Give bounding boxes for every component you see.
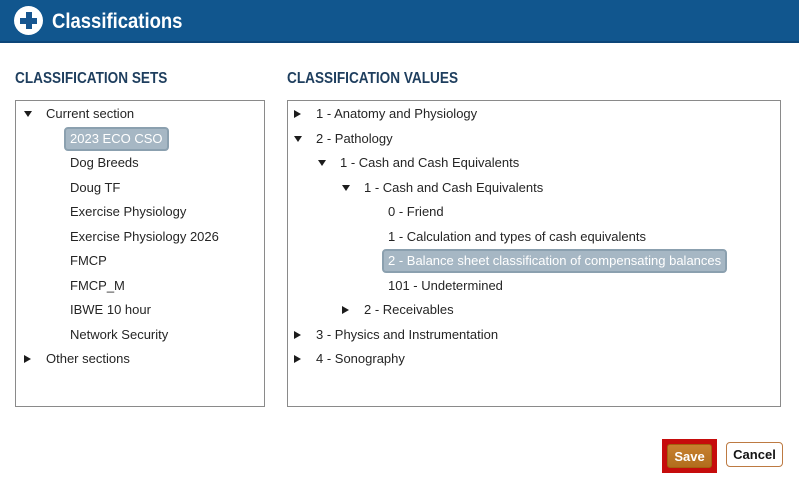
tree-item[interactable]: 101 - Undetermined [360,274,780,299]
expand-arrow-icon[interactable] [294,330,316,339]
tree-item-label[interactable]: 0 - Friend [388,204,444,220]
tree-item[interactable]: Current section [16,102,264,127]
tree-item-label[interactable]: 4 - Sonography [316,351,405,367]
classification-values-tree: 1 - Anatomy and Physiology 2 - Pathology 1… [287,100,781,407]
save-button-highlight: Save [662,439,717,473]
tree-item[interactable]: Other sections [16,347,264,372]
tree-item[interactable]: 2 - Receivables [336,298,780,323]
tree-item-label[interactable]: 2 - Pathology [316,130,393,146]
tree-item-label[interactable]: 1 - Calculation and types of cash equiva… [388,228,646,244]
tree-item-label[interactable]: 1 - Cash and Cash Equivalents [340,155,520,171]
collapse-arrow-icon[interactable] [294,135,316,142]
tree-item[interactable]: Exercise Physiology 2026 [40,225,264,250]
expand-arrow-icon[interactable] [294,110,316,119]
tree-item[interactable]: FMCP_M [40,274,264,299]
tree-item[interactable]: 2 - Balance sheet classification of comp… [360,249,780,274]
collapse-arrow-icon[interactable] [24,111,46,118]
classification-values-heading: CLASSIFICATION VALUES [287,70,459,87]
plus-circle-icon [14,6,43,35]
expand-arrow-icon[interactable] [342,306,364,315]
tree-item-label[interactable]: Current section [46,106,135,122]
tree-item-label[interactable]: 1 - Cash and Cash Equivalents [364,179,544,195]
tree-item-label[interactable]: FMCP_M [70,277,125,293]
tree-item[interactable]: 4 - Sonography [288,347,780,372]
tree-item-label[interactable]: Dog Breeds [70,155,139,171]
tree-item[interactable]: 0 - Friend [360,200,780,225]
save-button[interactable]: Save [667,444,712,468]
tree-item[interactable]: FMCP [40,249,264,274]
classification-sets-heading: CLASSIFICATION SETS [15,70,168,87]
dialog-header: Classifications [0,0,799,43]
tree-item-label[interactable]: 2 - Receivables [364,302,454,318]
tree-item[interactable]: 1 - Anatomy and Physiology [288,102,780,127]
classification-sets-tree: Current section 2023 ECO CSO Dog Breeds Dou… [15,100,265,407]
tree-item[interactable]: 2 - Pathology [288,127,780,152]
expand-arrow-icon[interactable] [294,355,316,364]
tree-item-label[interactable]: Network Security [70,326,169,342]
tree-item-label[interactable]: 2023 ECO CSO [64,126,169,151]
tree-item[interactable]: Doug TF [40,176,264,201]
tree-item-label[interactable]: Exercise Physiology 2026 [70,228,219,244]
expand-arrow-icon[interactable] [24,355,46,364]
tree-item-label[interactable]: FMCP [70,253,107,269]
tree-item[interactable]: 3 - Physics and Instrumentation [288,323,780,348]
dialog-title: Classifications [52,10,183,33]
tree-item[interactable]: IBWE 10 hour [40,298,264,323]
tree-item-label[interactable]: 1 - Anatomy and Physiology [316,106,478,122]
collapse-arrow-icon[interactable] [342,184,364,191]
tree-item-label[interactable]: 2 - Balance sheet classification of comp… [382,249,728,274]
tree-item[interactable]: Network Security [40,323,264,348]
tree-item[interactable]: 2023 ECO CSO [40,126,264,152]
tree-item-label[interactable]: 101 - Undetermined [388,277,503,293]
tree-item-label[interactable]: IBWE 10 hour [70,302,151,318]
tree-item-label[interactable]: 3 - Physics and Instrumentation [316,326,499,342]
tree-item[interactable]: 1 - Cash and Cash Equivalents [312,151,780,176]
collapse-arrow-icon[interactable] [318,160,340,167]
tree-item[interactable]: Dog Breeds [40,151,264,176]
cancel-button[interactable]: Cancel [726,442,783,467]
tree-item-label[interactable]: Other sections [46,351,130,367]
tree-item[interactable]: 1 - Cash and Cash Equivalents [336,176,780,201]
tree-item[interactable]: Exercise Physiology [40,200,264,225]
tree-item-label[interactable]: Exercise Physiology [70,204,187,220]
tree-item[interactable]: 1 - Calculation and types of cash equiva… [360,225,780,250]
tree-item-label[interactable]: Doug TF [70,179,121,195]
